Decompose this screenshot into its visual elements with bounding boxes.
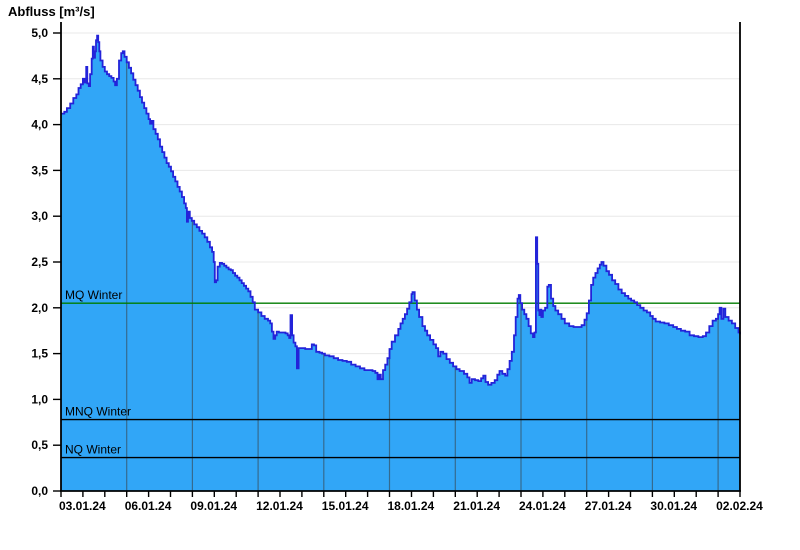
y-tick-label: 0,0	[31, 484, 48, 498]
x-tick-label: 18.01.24	[388, 499, 435, 513]
y-tick-label: 3,0	[31, 209, 48, 223]
hydrograph-area	[61, 35, 740, 491]
x-tick-label: 12.01.24	[256, 499, 303, 513]
x-tick-label: 03.01.24	[59, 499, 106, 513]
x-tick-label: 30.01.24	[650, 499, 697, 513]
chart-title: Abfluss [m³/s]	[8, 4, 95, 19]
ref-label-nq: NQ Winter	[65, 443, 121, 457]
x-tick-label: 24.01.24	[519, 499, 566, 513]
x-tick-label: 21.01.24	[453, 499, 500, 513]
y-tick-label: 3,5	[31, 163, 48, 177]
hydrograph-line	[61, 34, 741, 386]
x-tick-label: 15.01.24	[322, 499, 369, 513]
ref-label-mnq: MNQ Winter	[65, 405, 131, 419]
y-tick-label: 5,0	[31, 26, 48, 40]
y-tick-label: 4,0	[31, 118, 48, 132]
x-tick-label: 06.01.24	[125, 499, 172, 513]
x-tick-label: 27.01.24	[585, 499, 632, 513]
y-tick-label: 4,5	[31, 72, 48, 86]
y-tick-label: 1,5	[31, 347, 48, 361]
x-tick-label: 09.01.24	[190, 499, 237, 513]
y-tick-label: 2,5	[31, 255, 48, 269]
ref-label-mq: MQ Winter	[65, 288, 122, 302]
y-tick-label: 0,5	[31, 438, 48, 452]
y-tick-label: 2,0	[31, 301, 48, 315]
y-tick-label: 1,0	[31, 392, 48, 406]
x-tick-label: 02.02.24	[716, 499, 763, 513]
